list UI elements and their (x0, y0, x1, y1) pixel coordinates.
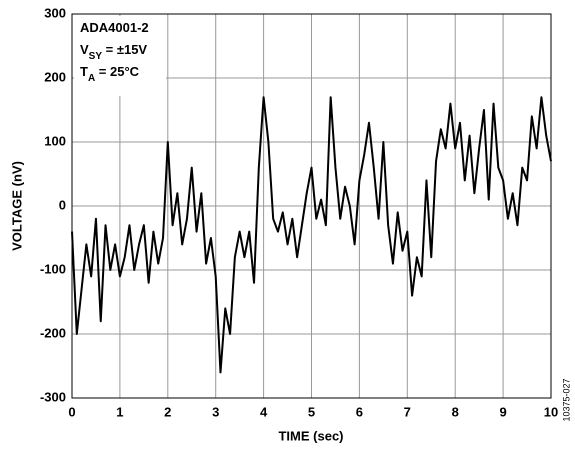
annotation-part: SY (89, 51, 103, 62)
annotation-part: V (80, 42, 89, 57)
y-tick-label: -100 (40, 261, 66, 276)
figure-id: 10375-027 (561, 378, 571, 421)
x-tick-label: 3 (212, 404, 219, 419)
annotation-part: = 25°C (95, 64, 139, 79)
x-tick-label: 7 (404, 404, 411, 419)
y-axis-label: VOLTAGE (nV) (9, 161, 24, 251)
y-tick-label: 100 (44, 133, 66, 148)
annotation-part: T (80, 64, 88, 79)
x-axis-label: TIME (sec) (278, 428, 343, 443)
annotation: ADA4001-2 (80, 20, 149, 35)
y-tick-label: 0 (59, 197, 66, 212)
x-tick-label: 0 (68, 404, 75, 419)
annotation: TA = 25°C (80, 64, 140, 84)
line-series (71, 96, 552, 374)
annotation-background (74, 16, 166, 96)
x-tick-label: 9 (499, 404, 506, 419)
x-tick-label: 2 (164, 404, 171, 419)
x-tick-label: 1 (116, 404, 123, 419)
x-tick-label: 4 (260, 404, 268, 419)
annotation: VSY = ±15V (80, 42, 147, 62)
annotation-part: ADA4001-2 (80, 20, 149, 35)
y-tick-label: -200 (40, 325, 66, 340)
x-tick-label: 10 (544, 404, 558, 419)
x-tick-label: 5 (308, 404, 315, 419)
annotation-part: = ±15V (102, 42, 147, 57)
x-tick-label: 8 (452, 404, 459, 419)
annotation-part: A (88, 73, 95, 84)
y-tick-label: 300 (44, 5, 66, 20)
x-tick-label: 6 (356, 404, 363, 419)
plot-frame (71, 13, 552, 399)
y-tick-label: 200 (44, 69, 66, 84)
y-tick-label: -300 (40, 389, 66, 404)
